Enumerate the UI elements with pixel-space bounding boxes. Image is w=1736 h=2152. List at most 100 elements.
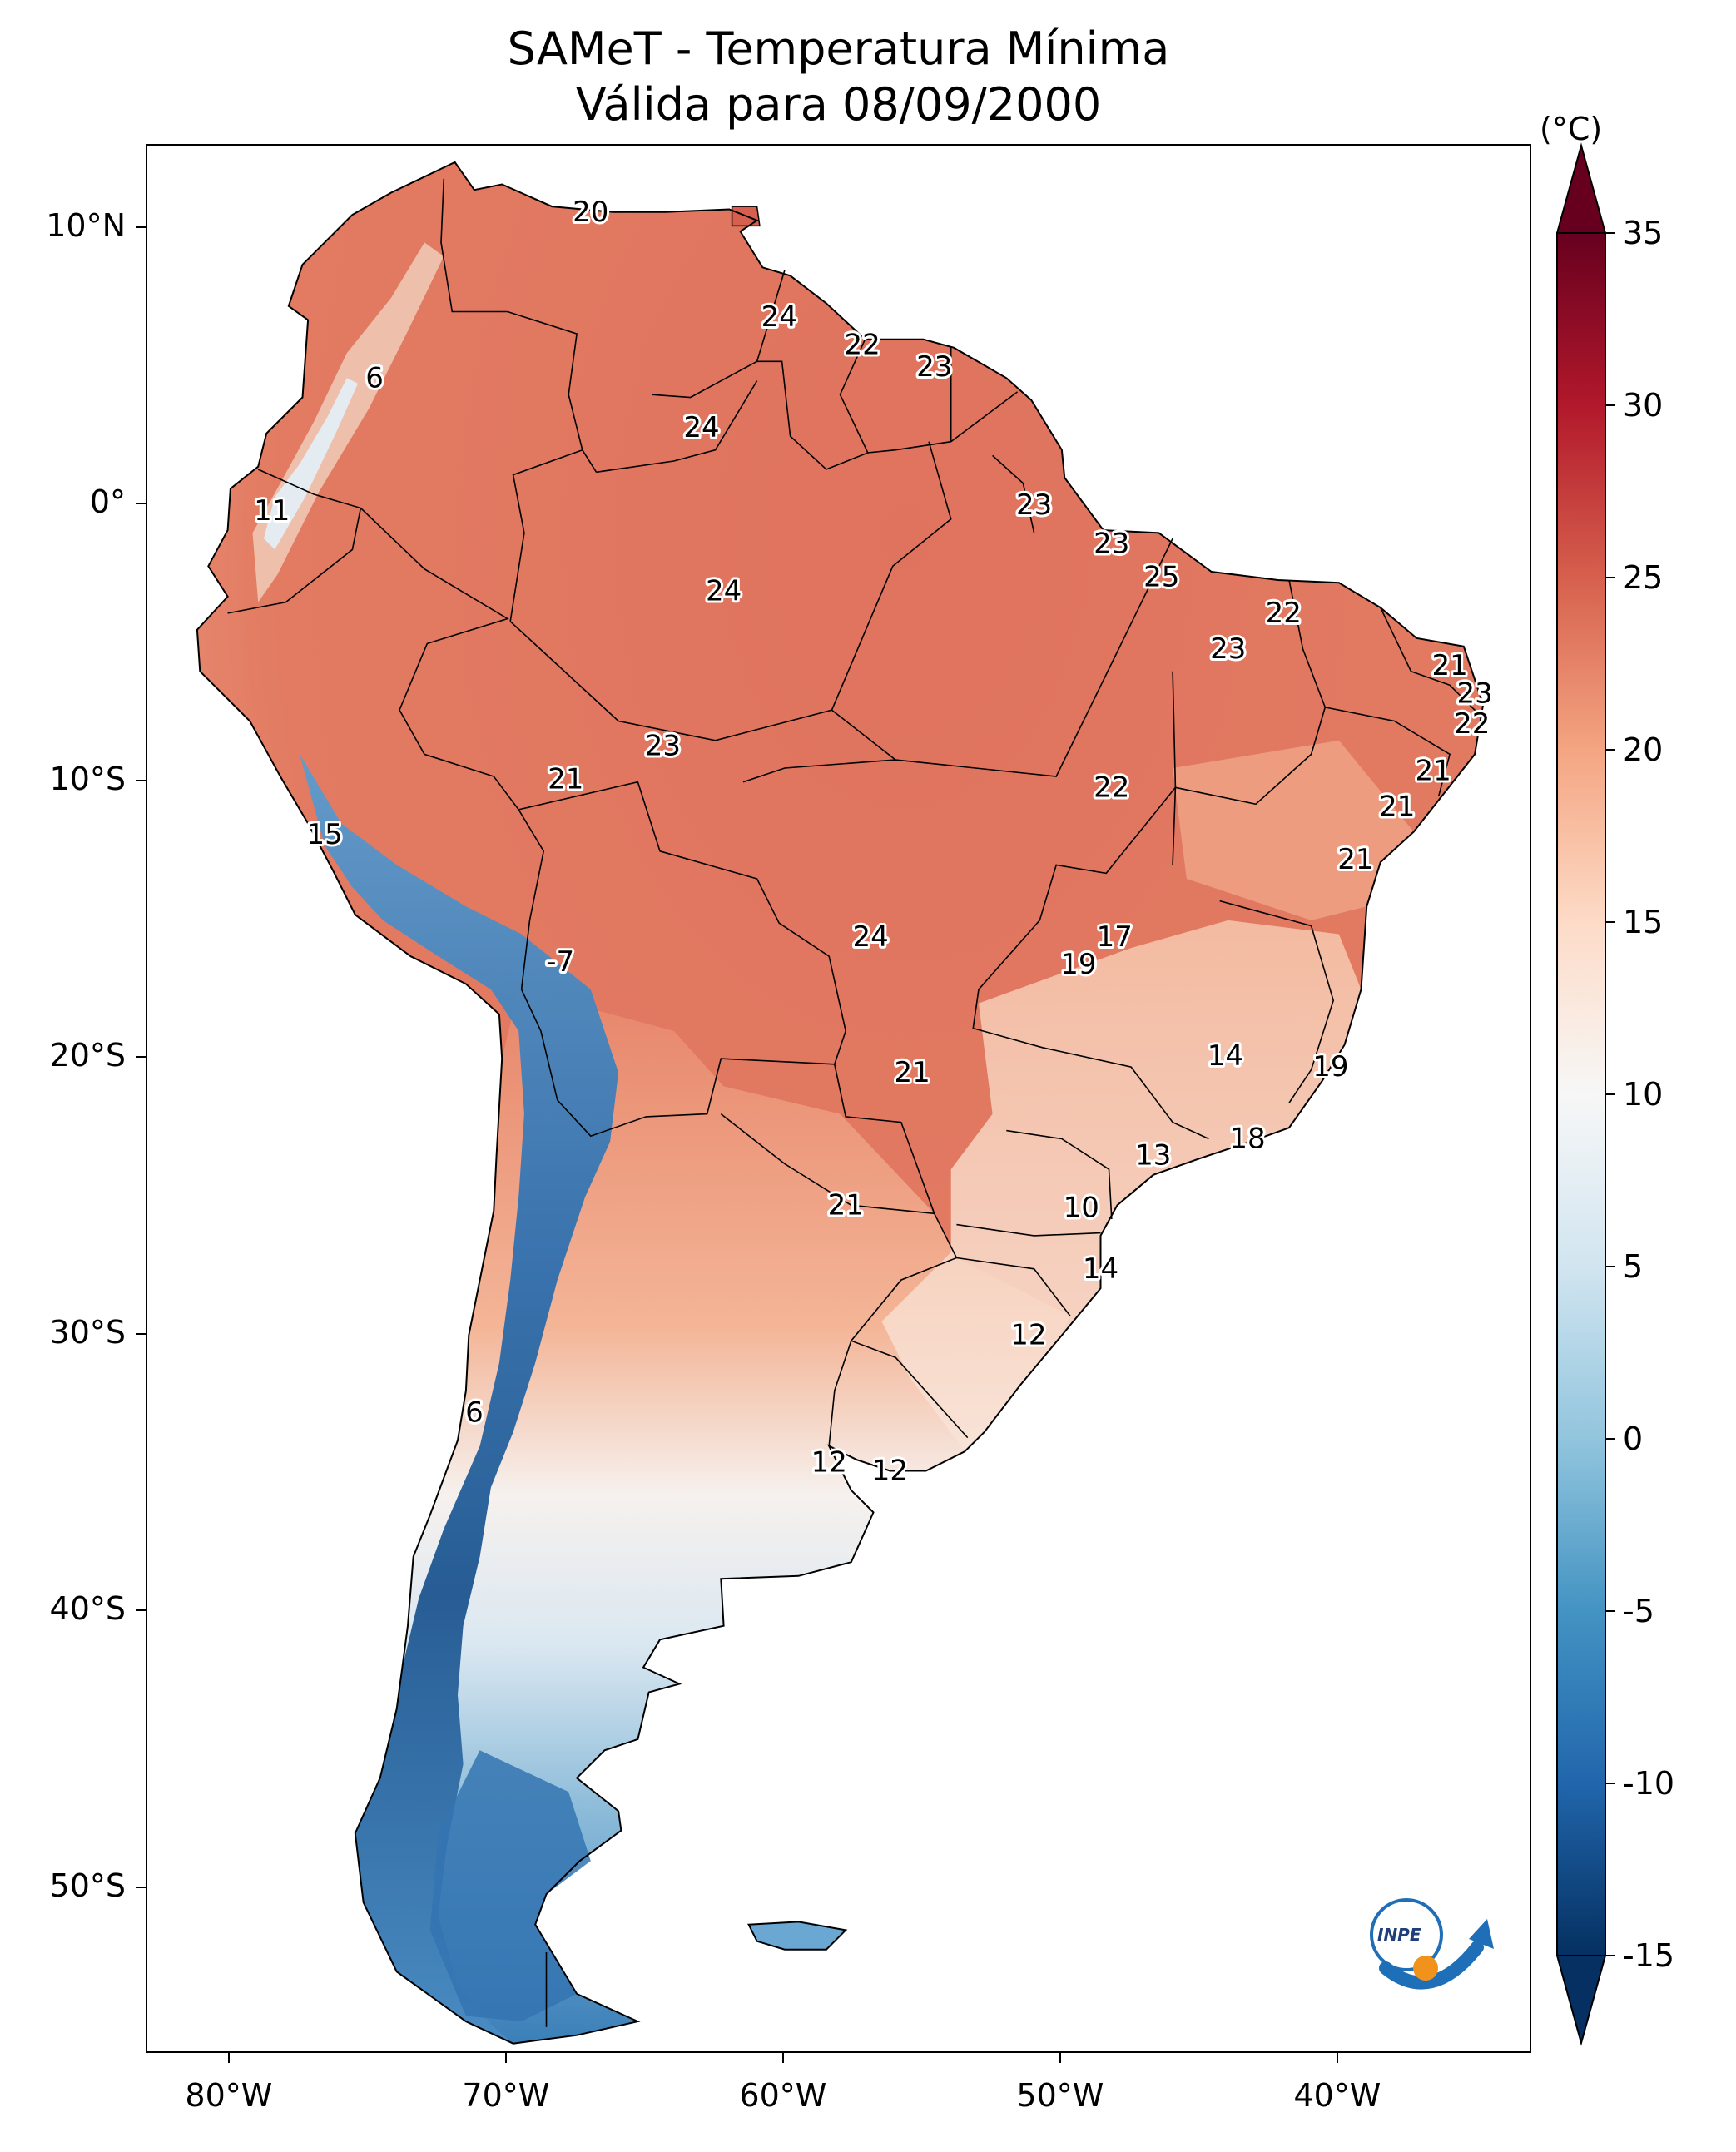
patagonia-cold-field: [429, 1750, 591, 2022]
latitude-label: 20°S: [49, 1037, 126, 1074]
colorbar-tick: [1605, 1266, 1615, 1267]
latitude-label: 50°S: [49, 1867, 126, 1904]
latitude-label: 40°S: [49, 1590, 126, 1628]
station-value: 12: [872, 1455, 908, 1488]
station-value: 24: [852, 920, 888, 954]
border-line: [742, 759, 896, 783]
colorbar-tick-label: 10: [1623, 1076, 1664, 1113]
latitude-tick: [136, 1056, 146, 1059]
station-value: 23: [1456, 677, 1492, 710]
station-value: 12: [1010, 1319, 1046, 1352]
colorbar: [1556, 142, 1606, 2046]
colorbar-tick: [1605, 1438, 1615, 1440]
colorbar-tick-label: 15: [1623, 904, 1664, 940]
border-line: [652, 360, 757, 399]
longitude-tick: [227, 2053, 230, 2063]
station-value: 23: [645, 729, 681, 762]
border-line: [720, 1113, 935, 1215]
latitude-tick: [136, 1332, 146, 1335]
colorbar-tick: [1605, 1783, 1615, 1784]
border-line: [360, 507, 545, 990]
station-value: 18: [1229, 1123, 1265, 1156]
station-value: -7: [546, 945, 574, 979]
colorbar-unit-label: (°C): [1540, 111, 1603, 147]
longitude-label: 80°W: [185, 2077, 273, 2114]
state-borders-layer: [227, 178, 1478, 2027]
station-value: 22: [1454, 707, 1490, 741]
border-line: [828, 1340, 852, 1446]
border-line: [596, 380, 758, 474]
border-line: [227, 469, 362, 614]
inpe-logo: INPE: [1370, 1898, 1494, 1990]
colorbar-tick-label: 25: [1623, 559, 1664, 596]
station-value: 12: [811, 1446, 847, 1480]
station-value: 15: [306, 818, 342, 851]
northern-andes-field: [252, 242, 444, 602]
border-line: [1219, 900, 1335, 1103]
border-line: [956, 1223, 1101, 1237]
station-value: 21: [1415, 754, 1451, 787]
colorbar-tick: [1605, 749, 1615, 751]
border-line: [440, 178, 598, 473]
longitude-tick: [781, 2053, 784, 2063]
station-value: 10: [1064, 1192, 1099, 1225]
station-value: 21: [894, 1056, 930, 1089]
colorbar-tick: [1605, 404, 1615, 406]
station-value: 11: [254, 494, 290, 528]
latitude-tick: [136, 1886, 146, 1888]
longitude-label: 60°W: [739, 2077, 827, 2114]
latitude-tick: [136, 1609, 146, 1612]
station-value: 19: [1312, 1050, 1348, 1083]
colorbar-lower-extend: [1556, 1955, 1606, 2046]
station-value: 21: [828, 1188, 864, 1222]
latitude-label: 30°S: [49, 1313, 126, 1351]
colorbar-tick: [1605, 577, 1615, 578]
border-line: [509, 538, 1173, 777]
station-value: 13: [1135, 1139, 1171, 1173]
latitude-tick: [136, 503, 146, 505]
colorbar-tick-label: 0: [1623, 1421, 1644, 1457]
station-value: 14: [1208, 1039, 1243, 1073]
station-value: 20: [573, 196, 608, 229]
map-area[interactable]: 20 24 22 23 6 24 11 23 23 24 25 22 23 21 23 22 23 21 22 21 2…: [146, 144, 1531, 2053]
station-value: 21: [548, 762, 583, 796]
map-subtitle: Válida para 08/09/2000: [575, 78, 1102, 131]
station-value: 21: [1379, 791, 1415, 824]
station-value: 24: [761, 300, 797, 334]
colorbar-tick: [1605, 921, 1615, 923]
falkland-islands: [747, 1921, 848, 1951]
andes-cold-field: [300, 754, 619, 2044]
station-value: 24: [683, 411, 719, 444]
longitude-tick: [1336, 2053, 1338, 2063]
station-value: 23: [1210, 632, 1246, 666]
border-line: [839, 339, 869, 454]
station-value: 23: [1094, 528, 1129, 561]
station-value: 22: [1094, 771, 1129, 804]
colorbar-tick-label: 20: [1623, 731, 1664, 768]
colorbar-tick-label: -15: [1623, 1937, 1675, 1974]
border-line: [520, 989, 835, 1138]
station-value: 24: [706, 574, 742, 607]
station-value: 23: [916, 350, 952, 384]
colorbar-upper-extend: [1556, 142, 1606, 234]
latitude-tick: [136, 779, 146, 781]
svg-text:INPE: INPE: [1377, 1925, 1421, 1945]
coastline: [196, 161, 1485, 2045]
colorbar-gradient: [1556, 232, 1606, 1956]
longitude-tick: [504, 2053, 507, 2063]
border-line: [1006, 1129, 1113, 1220]
station-value: 25: [1143, 561, 1179, 594]
station-value: 21: [1337, 843, 1373, 876]
colorbar-tick-label: 35: [1623, 215, 1664, 251]
map-title: SAMeT - Temperatura Mínima: [507, 22, 1170, 75]
station-value: 22: [844, 328, 880, 361]
latitude-tick: [136, 226, 146, 228]
station-value: 23: [1016, 488, 1052, 522]
colorbar-tick-label: -10: [1623, 1765, 1675, 1802]
border-line: [1325, 707, 1451, 796]
colorbar-tick-label: 30: [1623, 387, 1664, 424]
colorbar-tick: [1605, 1093, 1615, 1095]
longitude-label: 40°W: [1293, 2077, 1381, 2114]
longitude-label: 70°W: [462, 2077, 550, 2114]
